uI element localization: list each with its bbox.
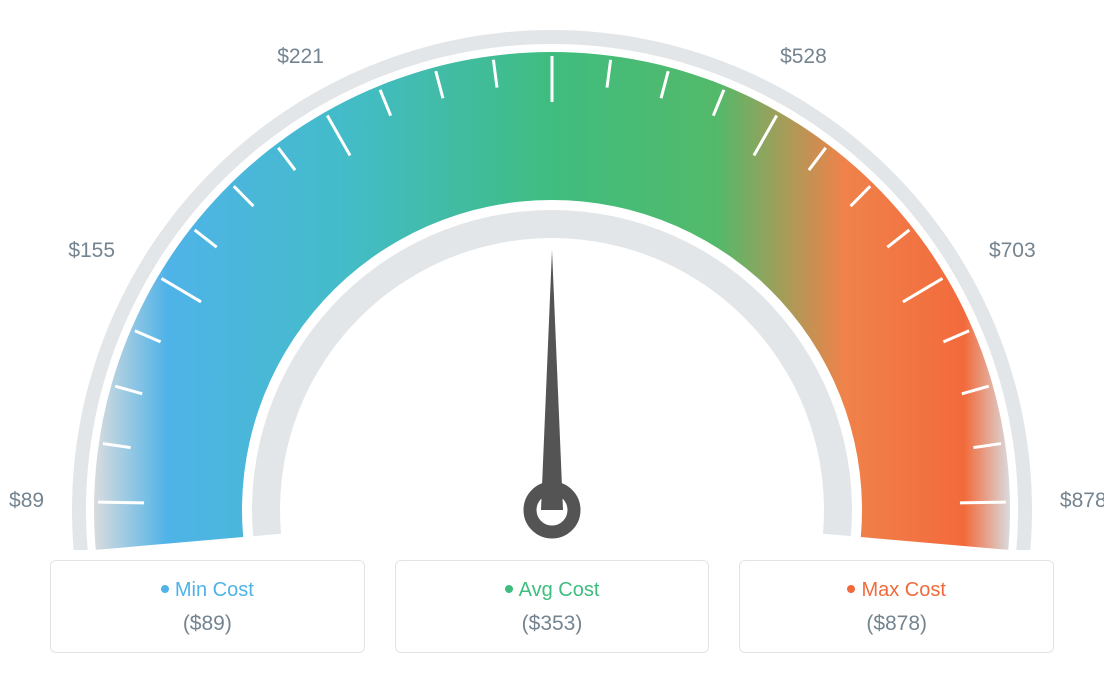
legend-avg: Avg Cost ($353) (395, 560, 710, 653)
legend-max-value: ($878) (750, 612, 1043, 636)
gauge-tick-label: $528 (780, 45, 827, 69)
gauge-tick-label: $221 (277, 45, 324, 69)
legend-max: Max Cost ($878) (739, 560, 1054, 653)
legend-min-label: Min Cost (175, 579, 254, 601)
dot-icon (505, 585, 513, 593)
legend-avg-title: Avg Cost (406, 579, 699, 602)
dot-icon (847, 585, 855, 593)
legend-avg-label: Avg Cost (519, 579, 600, 601)
gauge-tick-label: $353 (529, 0, 576, 2)
legend-avg-value: ($353) (406, 612, 699, 636)
legend-min: Min Cost ($89) (50, 560, 365, 653)
gauge-tick-label: $155 (68, 239, 115, 263)
gauge-tick-label: $703 (989, 239, 1036, 263)
legend-min-value: ($89) (61, 612, 354, 636)
gauge-svg (0, 0, 1104, 550)
gauge-tick-label: $878 (1060, 489, 1104, 513)
legend-row: Min Cost ($89) Avg Cost ($353) Max Cost … (0, 560, 1104, 653)
legend-max-label: Max Cost (861, 579, 945, 601)
legend-max-title: Max Cost (750, 579, 1043, 602)
legend-min-title: Min Cost (61, 579, 354, 602)
gauge-chart: $89 $155 $221 $353 $528 $703 $878 (0, 0, 1104, 550)
gauge-tick-label: $89 (9, 489, 44, 513)
dot-icon (161, 585, 169, 593)
